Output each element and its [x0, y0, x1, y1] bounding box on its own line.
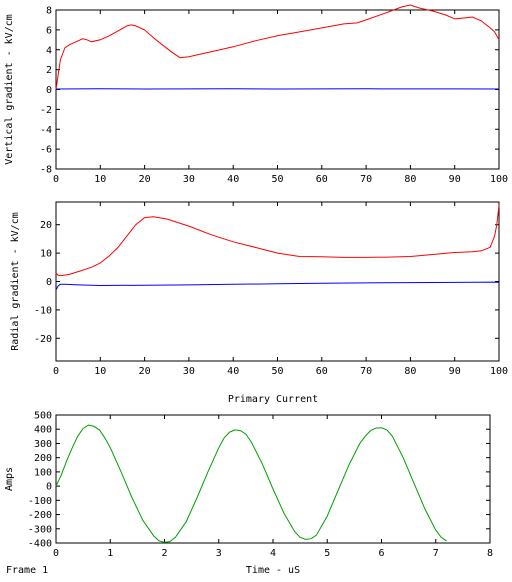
plot-frame [55, 201, 500, 362]
y-tick-label: -200 [28, 510, 52, 521]
x-tick-label: 70 [360, 174, 372, 185]
x-tick-label: 5 [324, 548, 330, 559]
y-tick-label: -6 [40, 145, 52, 156]
y-tick-label: -100 [28, 496, 52, 507]
y-tick-label: 200 [34, 453, 52, 464]
y-axis-label: Radial gradient - kV/cm [10, 212, 21, 350]
x-tick-label: 0 [53, 366, 59, 377]
y-tick-label: -4 [40, 125, 52, 136]
y-tick-label: 400 [34, 425, 52, 436]
x-tick-label: 4 [270, 548, 276, 559]
series-line-1 [55, 424, 447, 543]
y-tick-label: 0 [46, 482, 52, 493]
series-line-2 [55, 281, 500, 291]
x-tick-label: 8 [487, 548, 493, 559]
y-axis-label: Vertical gradient - kV/cm [4, 14, 15, 165]
x-tick-label: 3 [216, 548, 222, 559]
x-tick-label: 20 [139, 366, 151, 377]
x-tick-label: 50 [271, 366, 283, 377]
y-tick-label: 0 [46, 85, 52, 96]
x-tick-label: 70 [360, 366, 372, 377]
x-tick-label: 90 [449, 366, 461, 377]
y-tick-label: 10 [40, 249, 52, 260]
x-tick-label: 10 [94, 366, 106, 377]
x-tick-label: 60 [316, 366, 328, 377]
x-tick-label: 30 [183, 366, 195, 377]
plot-frame [55, 414, 491, 544]
y-tick-label: 500 [34, 411, 52, 422]
y-tick-label: -8 [40, 165, 52, 176]
x-tick-label: 2 [161, 548, 167, 559]
x-tick-label: 20 [139, 174, 151, 185]
y-tick-label: 100 [34, 467, 52, 478]
y-tick-label: 8 [46, 6, 52, 17]
y-tick-label: 0 [46, 277, 52, 288]
y-tick-label: -2 [40, 105, 52, 116]
y-axis-label: Amps [4, 467, 15, 491]
x-axis-label: Time - uS [246, 565, 300, 576]
y-tick-label: -400 [28, 539, 52, 550]
x-tick-label: 100 [490, 366, 508, 377]
x-tick-label: 1 [107, 548, 113, 559]
x-tick-label: 60 [316, 174, 328, 185]
y-tick-label: -20 [34, 334, 52, 345]
y-tick-label: -300 [28, 524, 52, 535]
x-tick-label: 80 [404, 174, 416, 185]
series-line-1 [55, 204, 500, 277]
x-tick-label: 40 [227, 174, 239, 185]
x-tick-label: 100 [490, 174, 508, 185]
x-tick-label: 6 [378, 548, 384, 559]
x-tick-label: 40 [227, 366, 239, 377]
frame-label: Frame 1 [6, 565, 49, 576]
y-tick-label: 20 [40, 220, 52, 231]
y-tick-label: -10 [34, 305, 52, 316]
y-tick-label: 2 [46, 65, 52, 76]
plot-frame [55, 9, 500, 170]
x-tick-label: 50 [271, 174, 283, 185]
y-tick-label: 4 [46, 45, 52, 56]
x-tick-label: 10 [94, 174, 106, 185]
y-tick-label: 300 [34, 439, 52, 450]
x-tick-label: 30 [183, 174, 195, 185]
x-tick-label: 7 [433, 548, 439, 559]
x-tick-label: 0 [53, 174, 59, 185]
chart-title: Primary Current [228, 394, 318, 405]
series-line-1 [55, 4, 500, 90]
x-tick-label: 90 [449, 174, 461, 185]
x-tick-label: 80 [404, 366, 416, 377]
y-tick-label: 6 [46, 25, 52, 36]
x-tick-label: 0 [53, 548, 59, 559]
